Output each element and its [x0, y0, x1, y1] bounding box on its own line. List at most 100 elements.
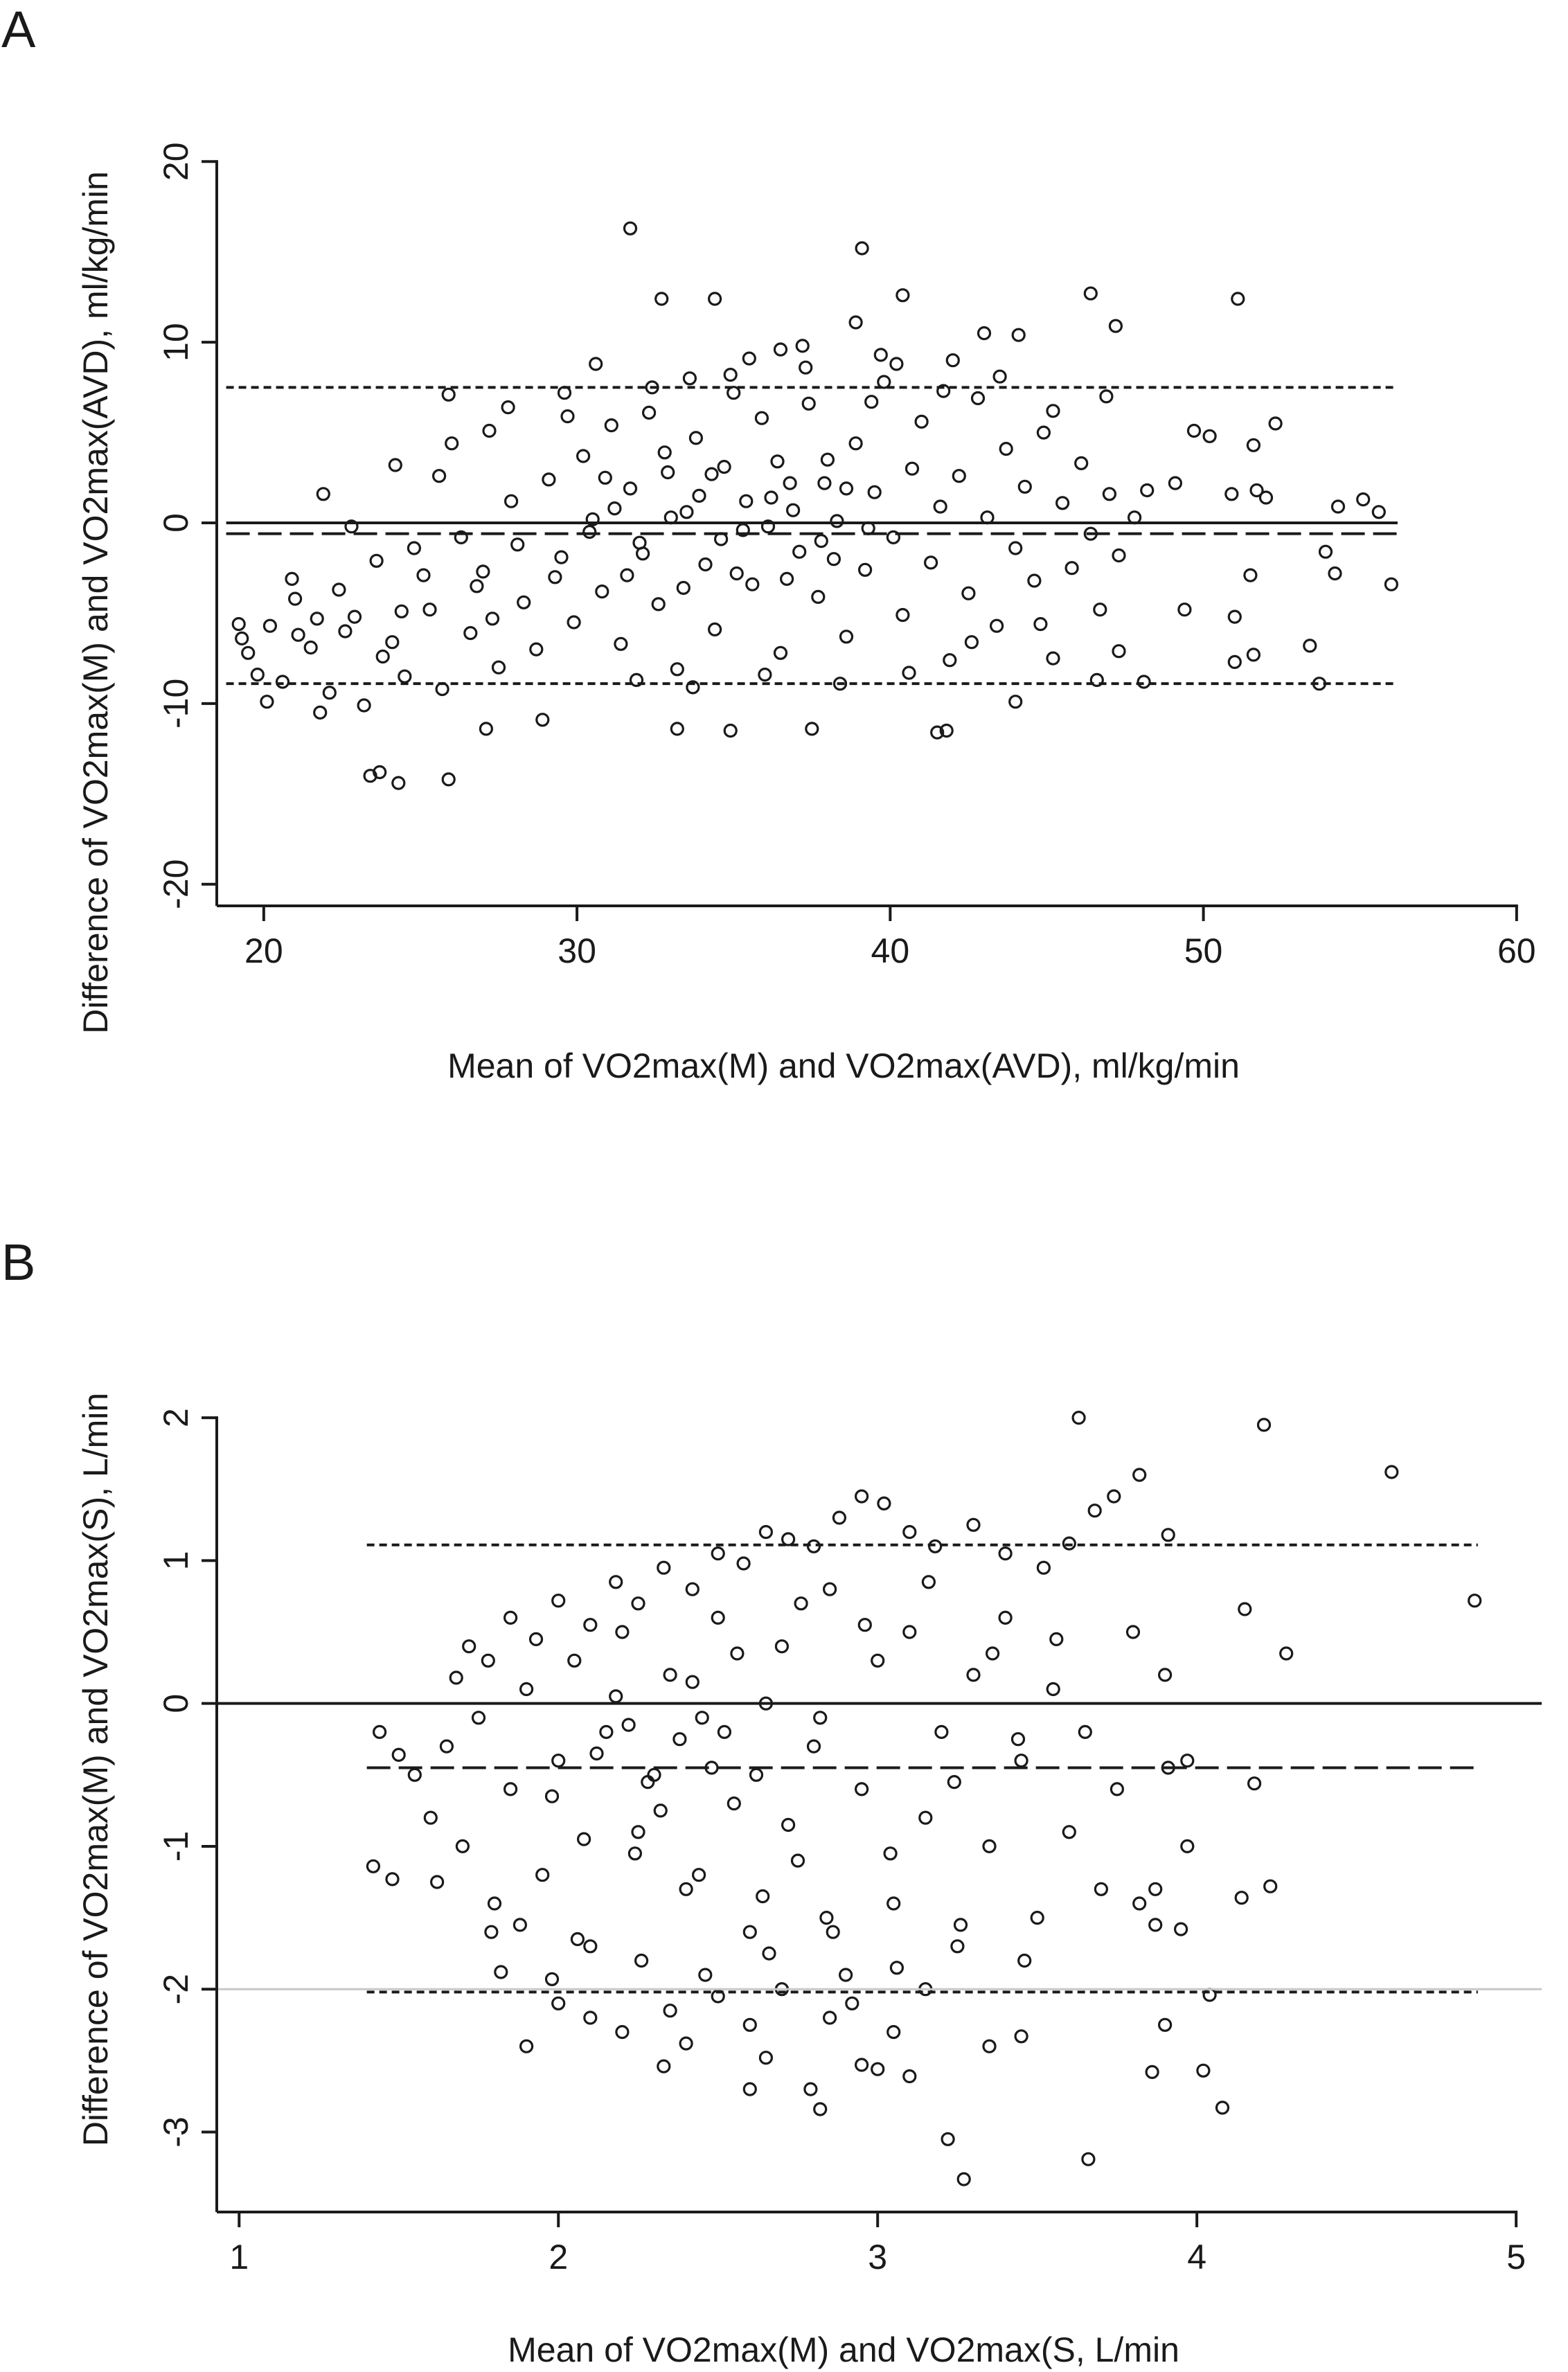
panel-a-data-point [820, 452, 835, 467]
panel-b-data-point [1107, 1489, 1121, 1504]
panel-b-data-point [998, 1610, 1013, 1625]
panel-b-data-point [742, 2082, 757, 2096]
panel-a-y-tick-label: 0 [157, 513, 195, 533]
panel-b-data-point [429, 1875, 445, 1889]
panel-a-data-point [707, 292, 722, 306]
panel-a-y-tick-label: 20 [157, 142, 195, 181]
panel-b-data-point [756, 1889, 770, 1904]
panel-a-data-point [623, 221, 638, 235]
panel-b-data-point [934, 1724, 949, 1739]
panel-a-data-point [657, 445, 672, 460]
panel-a-data-point [1243, 568, 1258, 582]
panel-b-data-point [758, 1525, 774, 1540]
panel-b-data-point [407, 1767, 422, 1782]
panel-a-data-point [785, 503, 801, 517]
panel-a-data-point [1330, 499, 1346, 514]
panel-b-data-point [1132, 1468, 1147, 1482]
panel-b-y-tick-label: -2 [157, 1974, 195, 2004]
panel-a-data-point [332, 582, 346, 597]
panel-a-data-point [817, 476, 832, 490]
panel-b-data-point [947, 1775, 961, 1790]
panel-b-y-tick-label: 0 [157, 1694, 195, 1713]
panel-b-data-point [1014, 2029, 1028, 2044]
panel-b-data-point [727, 1796, 741, 1811]
panel-b-data-point [1148, 1918, 1163, 1932]
panel-b-data-point [758, 2051, 774, 2065]
panel-a-data-point [1112, 548, 1126, 563]
panel-a-data-point [727, 386, 741, 400]
panel-b-data-point [711, 1989, 725, 2004]
panel-a-y-tick-label: -20 [157, 859, 195, 909]
panel-b-data-point [871, 2062, 885, 2076]
panel-a-data-point [1268, 416, 1283, 431]
panel-a-data-point [1008, 695, 1023, 709]
panel-a-data-point [344, 519, 359, 534]
panel-a-data-point [745, 577, 760, 591]
panel-b-data-point [657, 1560, 671, 1575]
panel-a-data-point [1093, 603, 1107, 617]
panel-b-data-point [631, 1596, 645, 1611]
panel-a-x-tick-label: 50 [1184, 931, 1223, 970]
panel-b-data-point [481, 1653, 495, 1668]
panel-b-data-point [366, 1859, 381, 1873]
panel-a-data-point [682, 371, 697, 386]
panel-a-data-point [688, 431, 704, 445]
panel-b-data-point [385, 1872, 400, 1887]
panel-b-data-point [462, 1639, 476, 1654]
panel-b-data-point [982, 2039, 997, 2053]
panel-b-data-point [672, 1732, 687, 1747]
panel-b-data-point [1094, 1882, 1109, 1896]
panel-b-x-tick-label: 5 [1506, 2238, 1526, 2276]
panel-b-data-point [544, 1972, 560, 1986]
panel-a-data-point [1186, 423, 1202, 438]
panel-b-data-point [615, 2025, 630, 2040]
panel-a-data-point [826, 552, 841, 567]
panel-a-data-point [589, 357, 603, 371]
panel-b-data-point [921, 1575, 936, 1589]
panel-b-data-point [484, 1925, 499, 1939]
panel-b-data-point [503, 1782, 518, 1796]
panel-a-data-point [1371, 505, 1386, 519]
panel-b-data-point [928, 1539, 943, 1553]
panel-a-data-point [754, 411, 769, 425]
panel-a-data-point [886, 530, 901, 545]
panel-b-data-point [576, 1832, 591, 1846]
panel-a-data-point [1328, 566, 1342, 581]
panel-b-data-point [871, 1653, 885, 1668]
panel-a-data-point [1017, 479, 1032, 494]
panel-b-data-point [998, 1546, 1013, 1561]
panel-a-data-point [1102, 487, 1117, 501]
panel-a-data-point [889, 357, 904, 371]
panel-b-data-point [819, 1911, 834, 1925]
panel-b-data-point [1110, 1782, 1125, 1796]
panel-a-data-point [231, 616, 246, 632]
panel-b-data-point [781, 1532, 796, 1546]
panel-b-data-point [1017, 1953, 1032, 1968]
panel-b-y-ticks: 2 1 0 -1 -2 -3 [157, 1408, 217, 2148]
panel-b-data-point [1046, 1682, 1060, 1697]
panel-b-data-point [794, 1596, 808, 1611]
panel-a-x-ticks: 20 30 40 50 60 [244, 906, 1536, 970]
panel-a-data-point [1046, 404, 1060, 418]
panel-a-data-point [654, 292, 669, 306]
panel-b-data-point [455, 1839, 470, 1853]
panel-b-data-point [826, 1925, 840, 1939]
panel-b-data-point [1180, 1839, 1195, 1853]
panel-a-data-point [717, 459, 731, 474]
panel-b-data-point [631, 1825, 645, 1839]
panel-a-data-point [661, 465, 675, 480]
panel-a-data-point [905, 461, 920, 476]
panel-b-data-point [583, 1939, 598, 1954]
panel-b-data-point [615, 1625, 630, 1639]
panel-b-data-point [1087, 1504, 1102, 1518]
panel-b-data-point [956, 2172, 971, 2186]
panel-b-data-point [1010, 1732, 1026, 1747]
panel-b-data-point [1014, 1754, 1028, 1768]
panel-b-data-point [1215, 2101, 1230, 2115]
panel-a-data-point [322, 686, 337, 700]
panel-a-data-point [501, 400, 515, 415]
panel-b-data-point [1384, 1465, 1399, 1479]
panel-b-y-tick-label: -3 [157, 2116, 195, 2147]
panel-a-data-point [864, 395, 879, 409]
panel-b-x-axis-label: Mean of VO2max(M) and VO2max(S, L/min [508, 2330, 1179, 2369]
